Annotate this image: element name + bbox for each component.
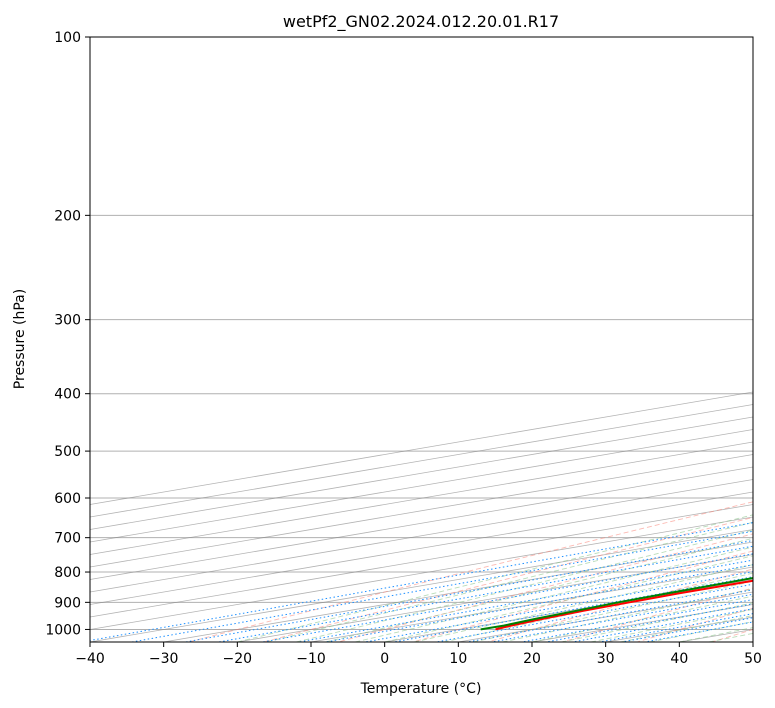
dry-adiabat-line: [186, 501, 753, 642]
isotherm-line: [90, 516, 753, 630]
x-tick-label: 0: [380, 651, 389, 667]
mixing-ratio-line: [642, 621, 753, 642]
x-tick-label: 50: [744, 651, 762, 667]
moist-adiabat-line: [649, 621, 753, 642]
moist-adiabat-line: [502, 588, 753, 642]
dewpoint-line: [480, 576, 753, 631]
plot-frame: [89, 36, 754, 643]
profile-lines: [480, 576, 753, 631]
isotherm-line: [90, 466, 753, 580]
dry-adiabat-line: [261, 517, 753, 642]
isotherm-line: [90, 504, 753, 618]
y-tick-label: 400: [54, 387, 81, 403]
mixing-ratio-line: [489, 593, 753, 642]
moist-adiabat-line: [679, 627, 753, 642]
temperature-line: [495, 579, 753, 631]
moist-adiabat-line: [531, 595, 753, 642]
isotherm-line: [603, 616, 753, 642]
mixing-ratio-line: [391, 576, 753, 642]
y-tick-label: 500: [54, 444, 81, 460]
y-tick-label: 200: [54, 208, 81, 224]
axes: −40 −30 −20 −10 0 10 20 30 40 50 100 200 300 400 500 60…: [45, 30, 762, 667]
mixing-ratio-line: [90, 522, 753, 642]
mixing-ratio-line: [182, 539, 753, 642]
moist-adiabat-line: [266, 521, 753, 642]
x-tick-label: −20: [223, 651, 253, 667]
y-tick-label: 100: [54, 30, 81, 46]
mixing-ratio-line: [543, 603, 753, 642]
chart-title: wetPf2_GN02.2024.012.20.01.R17: [283, 12, 559, 32]
isotherm-line: [90, 441, 753, 555]
isotherm-line: [308, 566, 753, 642]
y-tick-label: 300: [54, 313, 81, 329]
isotherm-line: [161, 541, 753, 642]
moist-adiabat-line: [355, 546, 753, 642]
y-tick-label: 600: [54, 491, 81, 507]
y-tick-label: 1000: [45, 622, 81, 638]
x-tick-label: 20: [523, 651, 541, 667]
x-tick-label: −40: [75, 651, 105, 667]
x-tick-label: −30: [149, 651, 179, 667]
mixing-ratio-line: [433, 583, 753, 642]
moist-adiabat-line: [384, 555, 753, 642]
x-tick-label: 10: [449, 651, 467, 667]
x-tick-label: 30: [597, 651, 615, 667]
dry-adiabat-line: [748, 10, 775, 654]
moist-adiabat-line: [296, 529, 753, 642]
moist-adiabat-line: [708, 632, 753, 642]
dry-adiabat-line: [560, 587, 753, 642]
y-axis-label: Pressure (hPa): [12, 289, 28, 389]
mixing-ratio-line: [362, 571, 753, 642]
x-axis-label: Temperature (°C): [360, 681, 482, 697]
background-lines: [90, 10, 775, 654]
moist-adiabat-line: [325, 537, 753, 642]
x-tick-label: −10: [296, 651, 326, 667]
y-tick-label: 800: [54, 565, 81, 581]
isotherm-line: [90, 454, 753, 568]
x-tick-label: 40: [670, 651, 688, 667]
mixing-ratio-line: [619, 617, 753, 642]
mixing-ratio-line: [464, 589, 753, 642]
y-tick-label: 900: [54, 595, 81, 611]
isotherm-line: [90, 491, 753, 605]
isotherm-line: [90, 479, 753, 593]
moist-adiabat-line: [443, 572, 753, 642]
isotherm-line: [382, 579, 753, 642]
isotherm-line: [234, 554, 753, 642]
y-tick-label: 700: [54, 531, 81, 547]
dry-adiabat-line: [635, 607, 753, 642]
mixing-ratio-line: [128, 530, 753, 642]
isotherm-line: [756, 10, 775, 654]
dry-adiabat-line: [411, 550, 753, 642]
mixing-ratio-line: [259, 553, 753, 642]
mixing-ratio-line: [519, 599, 753, 642]
